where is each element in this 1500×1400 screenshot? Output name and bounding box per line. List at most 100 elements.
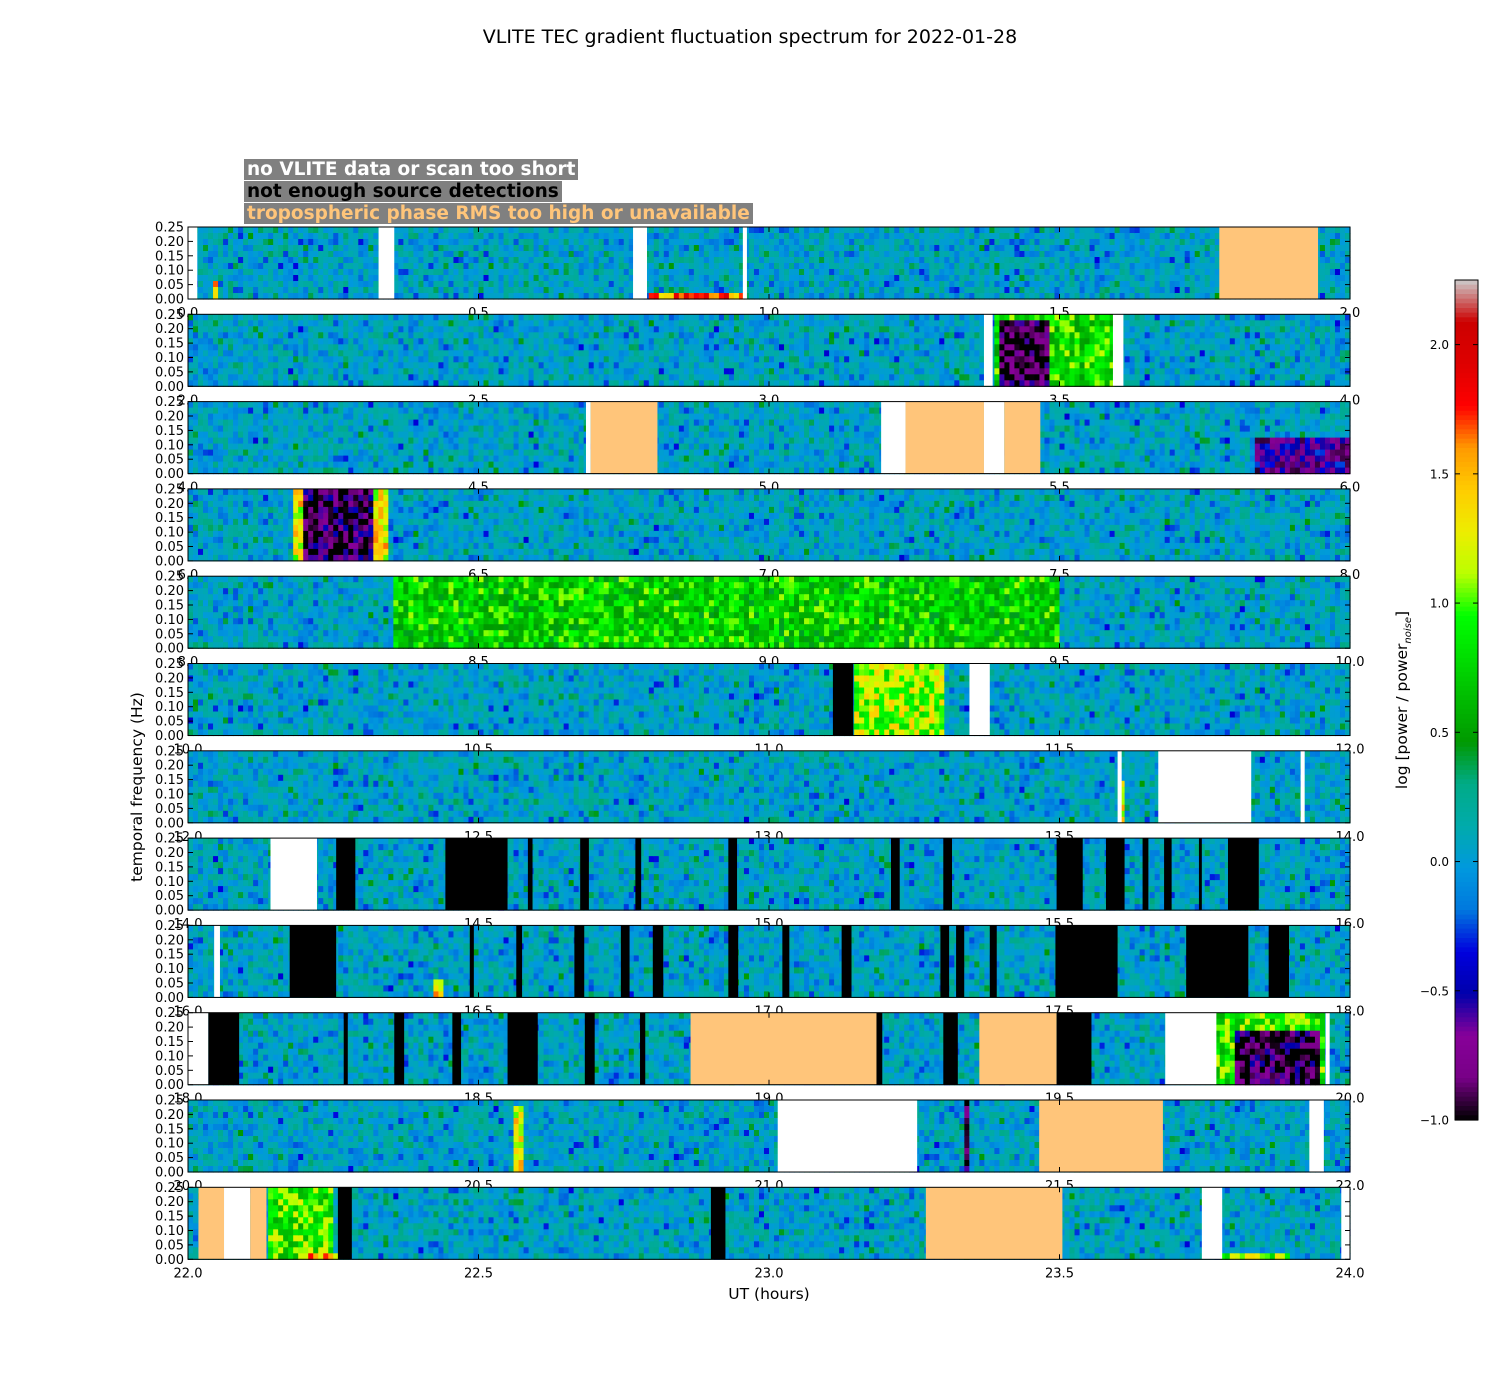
y-tick-label: 0.20 [155,1021,184,1036]
x-tick-label: 24.0 [1336,1266,1365,1281]
panel-9-mask-black [574,925,584,997]
panel-8-mask-black [445,838,507,910]
x-axis-label: UT (hours) [728,1285,809,1303]
panel-8-mask-black [1143,838,1149,910]
colorbar-tick-label: −0.5 [1420,984,1449,998]
legend-tropospheric-rms: tropospheric phase RMS too high or unava… [244,203,753,224]
y-tick-label: 0.10 [155,1137,184,1152]
y-tick-label: 0.10 [155,351,184,366]
panel-4-spectrum [188,489,1351,562]
panel-10-mask-black [508,1013,538,1085]
panel-9-mask-black [728,925,738,997]
y-tick-label: 0.10 [155,788,184,803]
panel-9-mask-black [470,925,474,997]
panel-3-mask-orange [591,402,658,474]
panel-10-mask-black [344,1013,348,1085]
panel-1-mask-white [633,227,647,299]
x-tick-label: 22.0 [174,1266,203,1281]
y-tick-label: 0.10 [155,613,184,628]
panel-8-mask-white [271,838,317,910]
panel-11-spectrum [188,1100,1351,1173]
panel-9-mask-black [653,925,663,997]
y-tick-label: 0.05 [155,627,184,642]
y-tick-label: 0.20 [155,671,184,686]
panel-12-mask-white [1202,1187,1222,1259]
panel-11-mask-orange [1039,1100,1163,1172]
y-tick-label: 0.15 [155,686,184,701]
panel-10-mask-black [943,1013,958,1085]
y-axis-label: temporal frequency (Hz) [128,692,146,882]
panel-3-mask-white [984,402,1004,474]
panel-10-mask-orange [979,1013,1056,1085]
panel-2-mask-white [984,314,993,386]
y-tick-label: 0.20 [155,1195,184,1210]
y-tick-label: 0.05 [155,715,184,730]
colorbar-label-sub: noise [1403,617,1414,644]
panel-1-spectrum [188,227,1351,300]
y-tick-label: 0.10 [155,526,184,541]
y-tick-label: 0.20 [155,933,184,948]
panel-10-mask-black [452,1013,461,1085]
panel-8-mask-black [580,838,589,910]
y-tick-label: 0.25 [155,1006,184,1021]
panel-10-mask-black [876,1013,882,1085]
panel-10-mask-black [394,1013,404,1085]
panel-9-mask-black [290,925,336,997]
y-tick-label: 0.20 [155,759,184,774]
panel-9-mask-black [1186,925,1248,997]
x-tick-label: 23.5 [1045,1266,1074,1281]
panel-10-mask-black [640,1013,645,1085]
colorbar-label: log [power / powernoise] [1393,611,1414,789]
panel-5: 0.000.050.100.150.200.258.0 8.5 9.0 9.5 10.0 [155,570,1364,671]
y-tick-label: 0.15 [155,1210,184,1225]
y-tick-label: 0.25 [155,1094,184,1109]
y-tick-label: 0.20 [155,846,184,861]
panel-4: 0.000.050.100.150.200.256.0 6.5 7.0 7.5 8.0 [155,482,1360,583]
y-tick-label: 0.25 [155,832,184,847]
panel-8-mask-black [728,838,737,910]
panel-8-mask-black [1228,838,1259,910]
panel-3-mask-orange [1004,402,1040,474]
panel-11-mask-white [1309,1100,1324,1172]
colorbar: −1.0−0.50.00.51.01.52.0 [1420,280,1478,1128]
colorbar-label-main: log [power / power [1393,643,1411,789]
panel-8-mask-black [1057,838,1083,910]
panel-8-mask-black [528,838,533,910]
panel-12-mask-white [1341,1187,1350,1259]
colorbar-tick-label: 1.0 [1430,597,1449,611]
panel-9-mask-black [782,925,789,997]
y-tick-label: 0.10 [155,1224,184,1239]
panel-6-mask-white [969,664,989,736]
panel-9-mask-black [956,925,964,997]
y-tick-label: 0.15 [155,1122,184,1137]
panel-1: 0.000.050.100.150.200.250.0 0.5 1.0 1.5 2.0 [155,221,1360,322]
y-tick-label: 0.05 [155,977,184,992]
panel-1-mask-white [379,227,395,299]
x-tick-label: 23.0 [755,1266,784,1281]
panel-12-mask-white [224,1187,250,1259]
y-tick-label: 0.25 [155,482,184,497]
panel-10-mask-black [208,1013,239,1085]
y-tick-label: 0.15 [155,1035,184,1050]
panel-12-mask-orange [250,1187,266,1259]
panel-9-mask-black [1269,925,1289,997]
panel-8-mask-black [1106,838,1125,910]
panel-12-spectrum [188,1187,1351,1260]
y-tick-label: 0.15 [155,948,184,963]
legend-not-enough-detections: not enough source detections [244,181,562,202]
y-tick-label: 0.05 [155,278,184,293]
panel-1-mask-orange [1219,227,1318,299]
panel-9-mask-black [516,925,522,997]
panel-2-mask-white [1113,314,1123,386]
panel-9-mask-black [940,925,949,997]
panel-3-mask-orange [906,402,984,474]
y-tick-label: 0.10 [155,438,184,453]
y-tick-label: 0.05 [155,889,184,904]
y-tick-label: 0.15 [155,337,184,352]
y-tick-label: 0.20 [155,1108,184,1123]
panel-1-mask-white [188,227,197,299]
